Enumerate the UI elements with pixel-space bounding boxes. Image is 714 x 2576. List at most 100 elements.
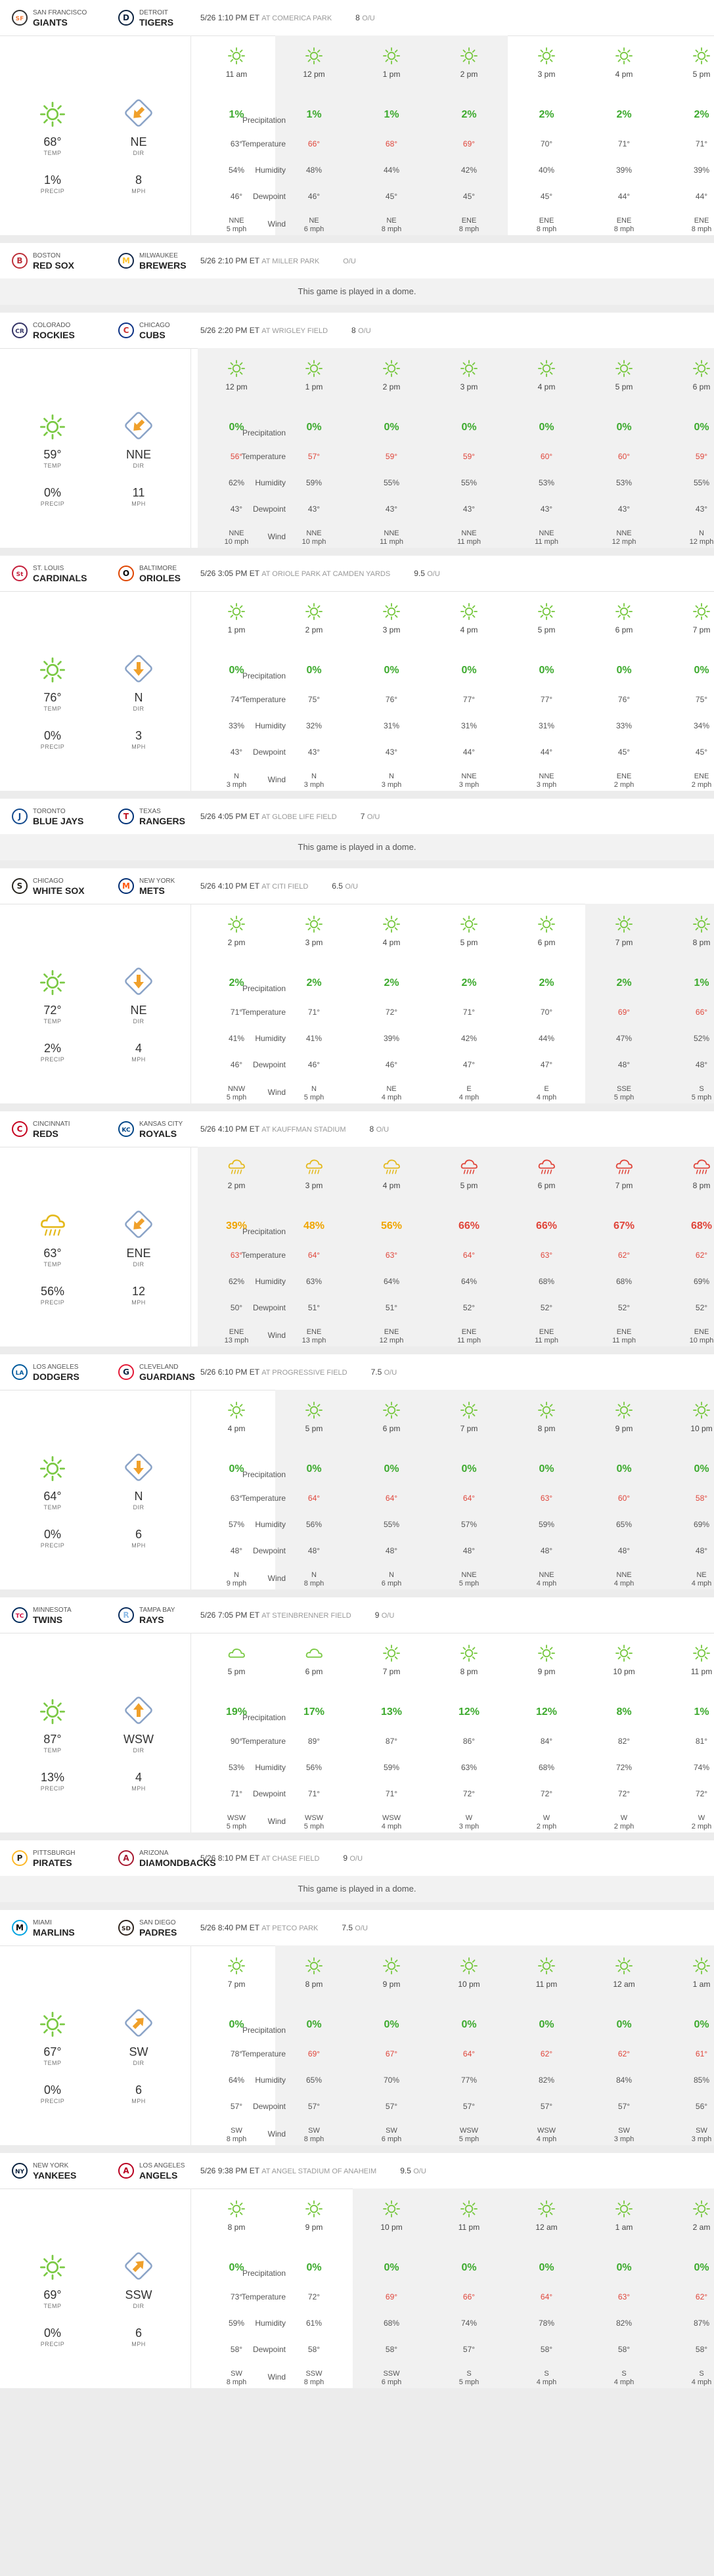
hour-humidity: 65% [615,1520,633,1529]
hour-time: 8 pm [305,1980,323,1989]
tex-logo: T [117,808,135,825]
summary-precip: 0% [43,486,61,499]
away-team-city: St. Louis [33,565,64,572]
hour-column: 5 pm 2% 71° 42% 47° E 4 mph [430,904,508,1103]
hour-temp: 59° [695,452,708,461]
hour-humidity: 39% [383,1034,400,1043]
game-header: P Pittsburgh Pirates A Arizona Diamondbacks 5… [0,1840,714,1876]
row-label-temperature: Temperature [241,2292,286,2301]
home-team[interactable]: T Texas Rangers [117,807,215,826]
hour-column: 2 pm 0% 59° 55% 43° NNE 11 mph [353,348,430,548]
away-team[interactable]: S Chicago White Sox [11,876,109,896]
summary-dir: NE [130,1004,147,1017]
over-under: 8 O/U [355,13,375,22]
cin-logo: C [11,1121,29,1138]
away-team[interactable]: M Miami Marlins [11,1918,109,1938]
hour-wind-speed: 5 mph [458,2135,480,2143]
away-team[interactable]: LA Los Angeles Dodgers [11,1362,109,1382]
summary-dir: NE [130,135,147,148]
hour-dewpoint: 58° [540,2345,553,2354]
hour-wind: ENE 13 mph [275,1328,353,1345]
summary-temp-label: TEMP [43,1747,62,1754]
away-team[interactable]: C Cincinnati Reds [11,1119,109,1139]
sun-icon [692,602,711,621]
home-team[interactable]: M Milwaukee Brewers [117,251,215,271]
hour-wind-dir: NNE [306,529,322,537]
hour-time: 5 pm [537,625,556,634]
hour-column: 7 pm 0% 64° 57% 48° NNE 5 mph [430,1390,508,1589]
home-team-name: Rangers [139,816,186,826]
hour-temp: 56° [230,452,243,461]
away-team-city: Miami [33,1919,52,1926]
hour-temp: 64° [385,1494,398,1503]
home-team[interactable]: O Baltimore Orioles [117,564,215,583]
home-team[interactable]: A Arizona Diamondbacks [117,1848,216,1868]
away-team[interactable]: B Boston Red Sox [11,251,109,271]
hour-temp: 61° [695,2049,708,2058]
hour-wind: NE 4 mph [353,1085,430,1102]
hour-wind-dir: N [311,1085,317,1093]
hour-wind: ENE 11 mph [585,1328,663,1345]
summary-dir: N [134,1490,143,1503]
hour-humidity: 31% [460,721,478,730]
wind-direction-arrow-icon [124,967,153,996]
away-team[interactable]: P Pittsburgh Pirates [11,1848,109,1868]
hour-column: 7 pm 2% 69° 47% 48° SSE 5 mph [585,904,663,1103]
away-team[interactable]: NY New York Yankees [11,2161,109,2181]
kc-logo: KC [117,1121,135,1138]
hour-wind-speed: 4 mph [614,2378,635,2386]
away-team[interactable]: St St. Louis Cardinals [11,564,109,583]
hour-humidity: 62% [228,478,245,487]
home-team[interactable]: KC Kansas City Royals [117,1119,215,1139]
hour-wind-speed: 6 mph [381,2378,402,2386]
hour-wind-dir: ENE [539,1328,554,1336]
hour-time: 1 pm [305,382,323,391]
svg-text:A: A [123,2166,129,2175]
row-label-humidity: Humidity [255,1520,286,1529]
hour-precip: 0% [616,665,632,676]
hour-humidity: 55% [383,1520,400,1529]
game-card: SF San Francisco Giants D Detroit Tigers 5/26… [0,0,714,235]
away-team[interactable]: J Toronto Blue Jays [11,807,109,826]
hour-dewpoint: 58° [695,2345,708,2354]
hour-wind-speed: 2 mph [691,1823,712,1831]
away-team[interactable]: CR Colorado Rockies [11,321,109,340]
over-under: 9 O/U [375,1610,395,1620]
game-time: 5/26 3:05 PM ET [200,569,259,578]
home-team[interactable]: R Tampa Bay Rays [117,1605,215,1625]
hour-humidity: 78% [538,2319,555,2328]
svg-text:S: S [17,881,23,891]
hour-wind: NNW 5 mph [198,1085,275,1102]
hour-precip: 2% [694,109,709,120]
away-team-name: Twins [33,1614,63,1625]
over-under: 8 O/U [351,326,371,335]
home-team[interactable]: SD San Diego Padres [117,1918,215,1938]
hour-temp: 64° [462,1251,476,1260]
hour-humidity: 33% [228,721,245,730]
away-team[interactable]: SF San Francisco Giants [11,8,109,28]
home-team[interactable]: M New York Mets [117,876,215,896]
hour-column: 10 pm 0% 58° 69% 48° NE 4 mph [663,1390,714,1589]
hour-column: 1 pm 0% 74° 33% 43° N 3 mph [198,591,275,791]
summary-precip: 56% [40,1285,65,1298]
home-team[interactable]: D Detroit Tigers [117,8,215,28]
away-team[interactable]: TC Minnesota Twins [11,1605,109,1625]
hour-time: 4 pm [460,625,478,634]
hour-wind: ENE 8 mph [663,217,714,234]
hour-temp: 82° [617,1737,631,1746]
over-under-label: O/U [349,1855,363,1863]
tor-logo: J [11,808,29,825]
home-team[interactable]: A Los Angeles Angels [117,2161,215,2181]
cloud-drizzle-icon [304,1157,324,1177]
hour-wind-dir: ENE [616,217,632,225]
home-team[interactable]: G Cleveland Guardians [117,1362,215,1382]
hour-column: 2 am 0% 62° 87% 58° S 4 mph [663,2188,714,2388]
hour-dewpoint: 44° [617,192,631,201]
svg-text:R: R [123,1610,129,1620]
game-venue: AT ANGEL STADIUM OF ANAHEIM [261,2167,377,2175]
home-team[interactable]: C Chicago Cubs [117,321,215,340]
summary-panel: 76° TEMP N DIR 0% PRECIP 3 MPH [0,591,191,791]
summary-precip-label: PRECIP [40,744,65,750]
hour-wind-speed: 8 mph [303,2135,324,2143]
hour-column: 9 pm 0% 72° 61% 58° SSW 8 mph [275,2188,353,2388]
